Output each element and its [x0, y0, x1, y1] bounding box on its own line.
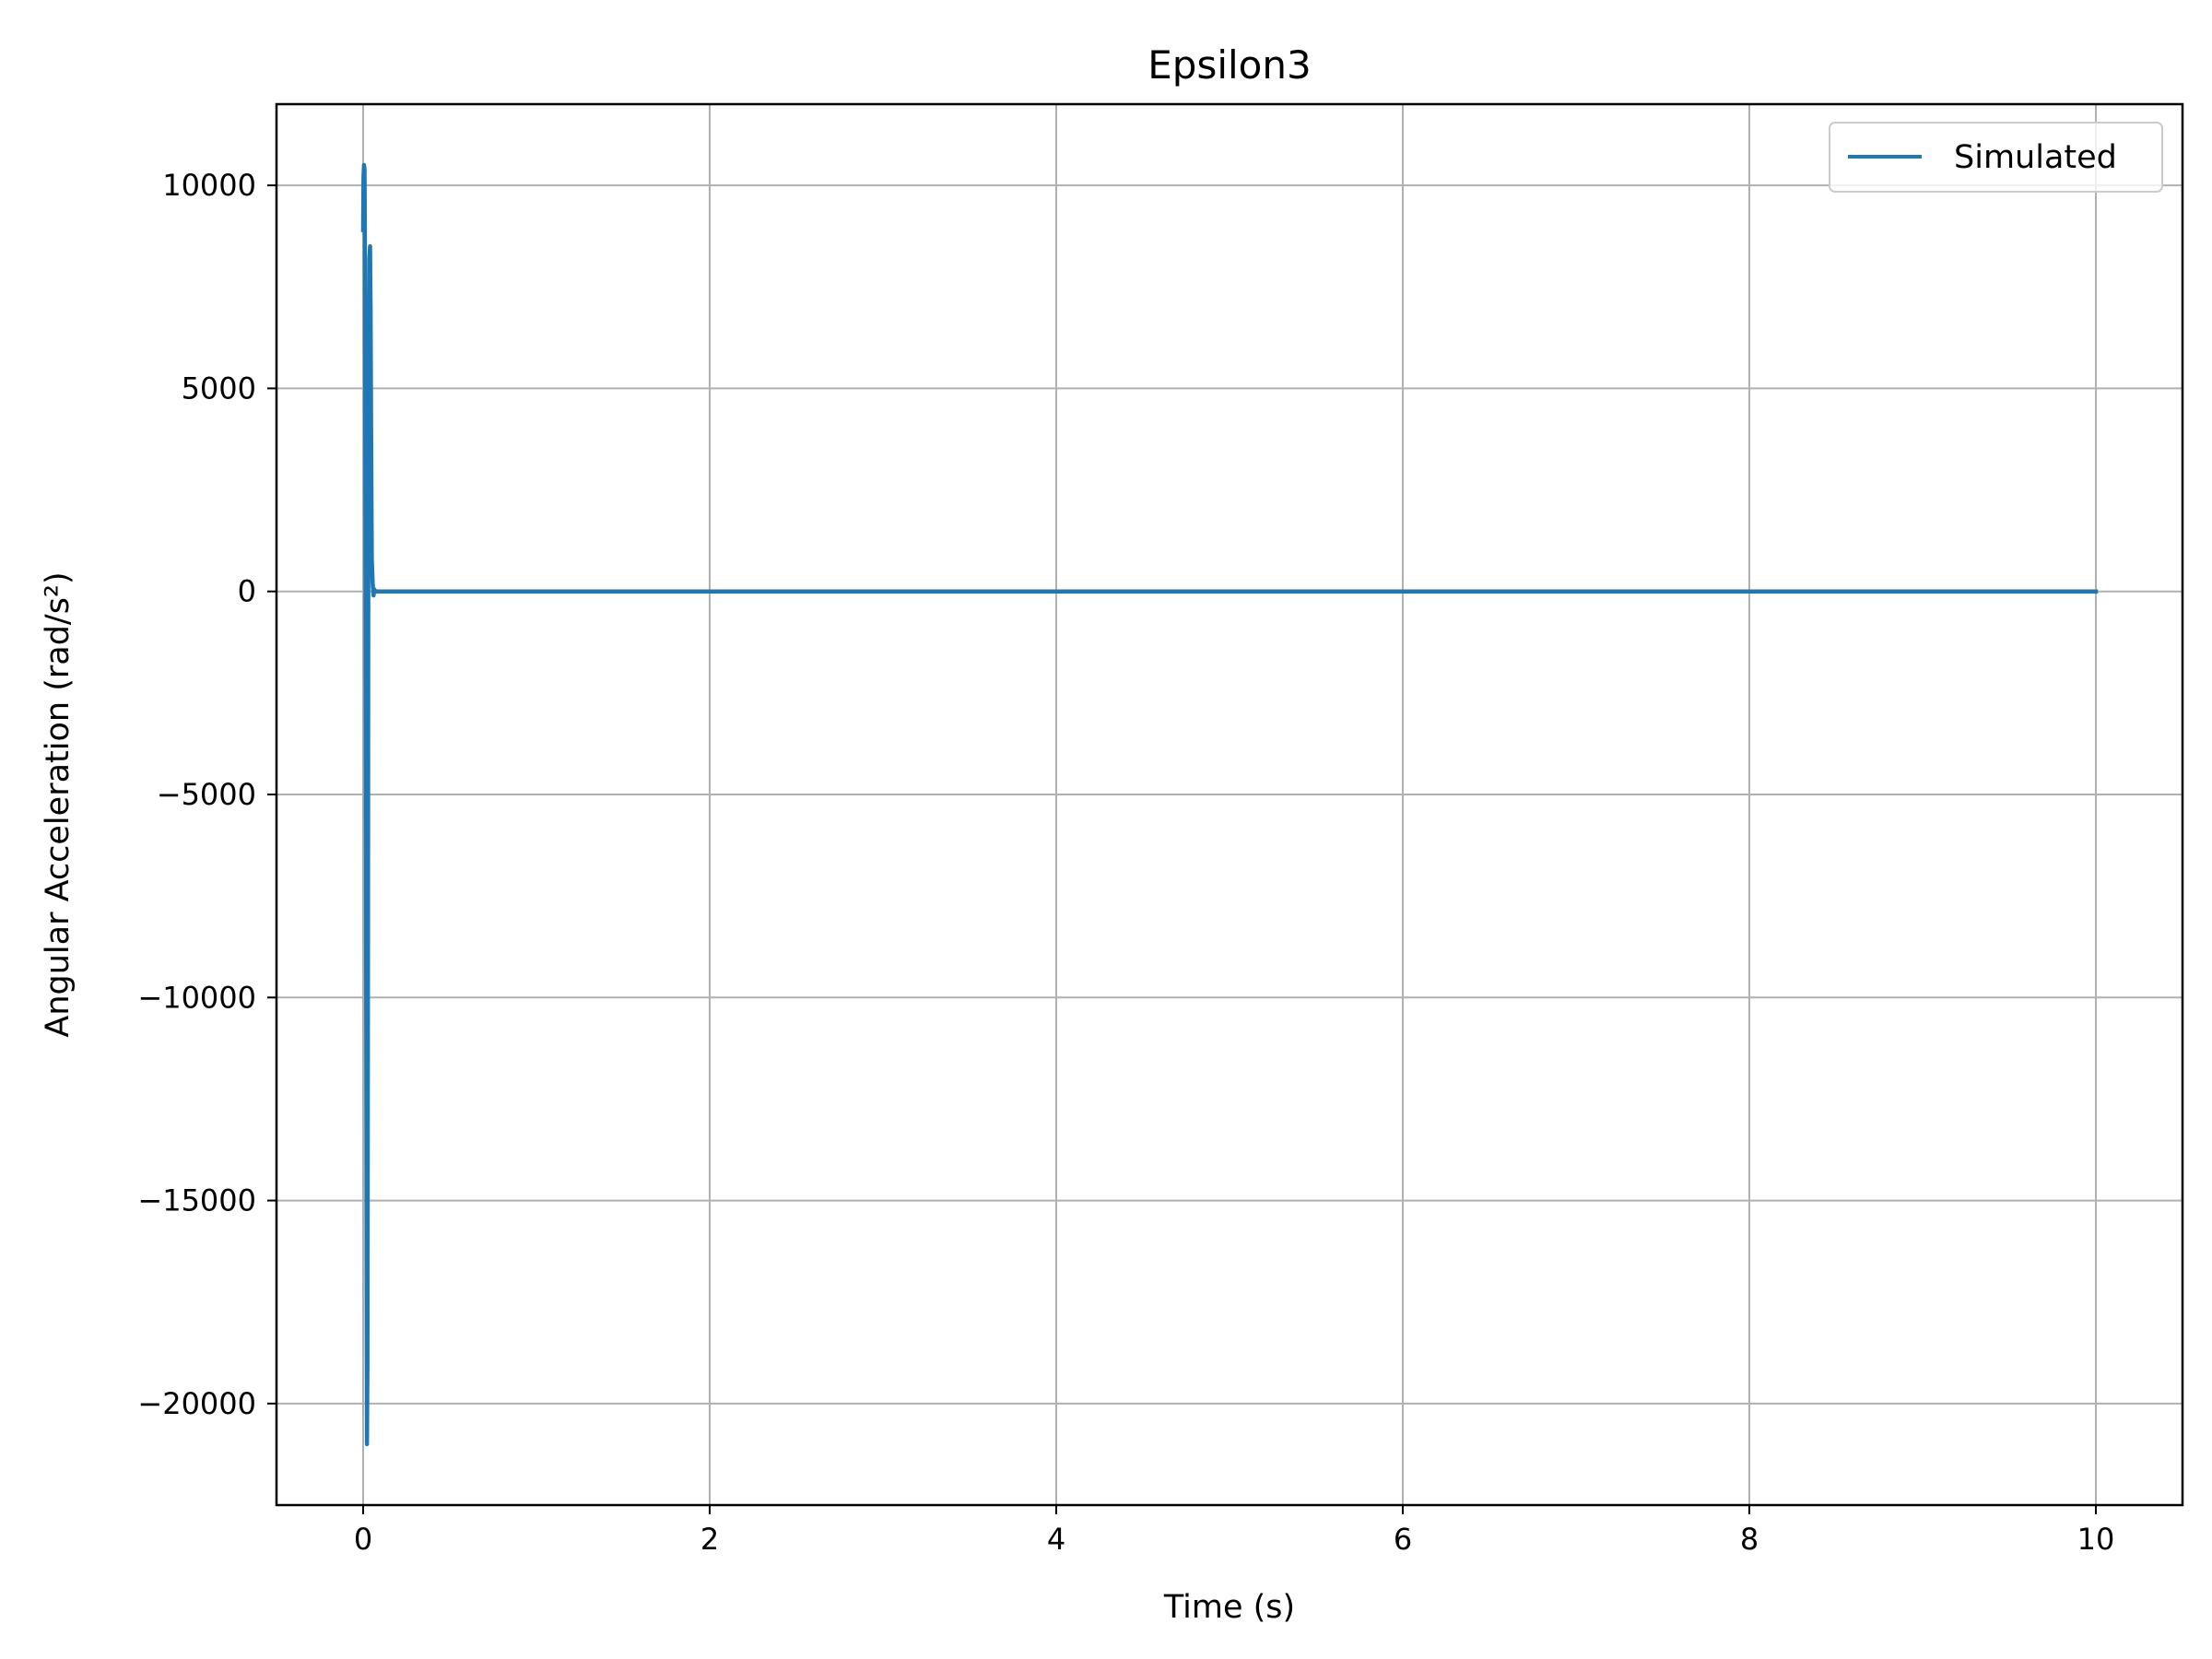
series-line-simulated	[360, 162, 2099, 1447]
x-tick-label: 8	[1740, 1522, 1759, 1557]
y-tick-label: 0	[238, 574, 256, 609]
x-axis-label: Time (s)	[1163, 1589, 1295, 1626]
grid	[276, 104, 2183, 1505]
chart-title: Epsilon3	[1147, 42, 1311, 88]
legend-label-simulated: Simulated	[1954, 139, 2117, 176]
y-tick-label: −5000	[157, 777, 256, 812]
y-tick-label: 5000	[182, 371, 256, 406]
y-tick-label: −15000	[137, 1183, 256, 1218]
x-tick-label: 6	[1394, 1522, 1412, 1557]
x-tick-label: 0	[354, 1522, 372, 1557]
series-layer	[360, 162, 2099, 1447]
x-tick-label: 10	[2077, 1522, 2115, 1557]
plot-area-frame	[275, 102, 2184, 1507]
axis-ticks: 0 2 4 6 8 10 10000 5000 0 −5000 −10000 −15000 −20000	[137, 168, 2114, 1557]
y-tick-label: −10000	[137, 980, 256, 1015]
y-tick-label: 10000	[162, 168, 256, 203]
y-axis-label: Angular Acceleration (rad/s²)	[40, 571, 76, 1037]
legend: Simulated	[1829, 122, 2163, 193]
y-tick-label: −20000	[137, 1386, 256, 1421]
legend-box	[1829, 122, 2163, 193]
x-tick-label: 2	[700, 1522, 719, 1557]
x-tick-label: 4	[1047, 1522, 1065, 1557]
